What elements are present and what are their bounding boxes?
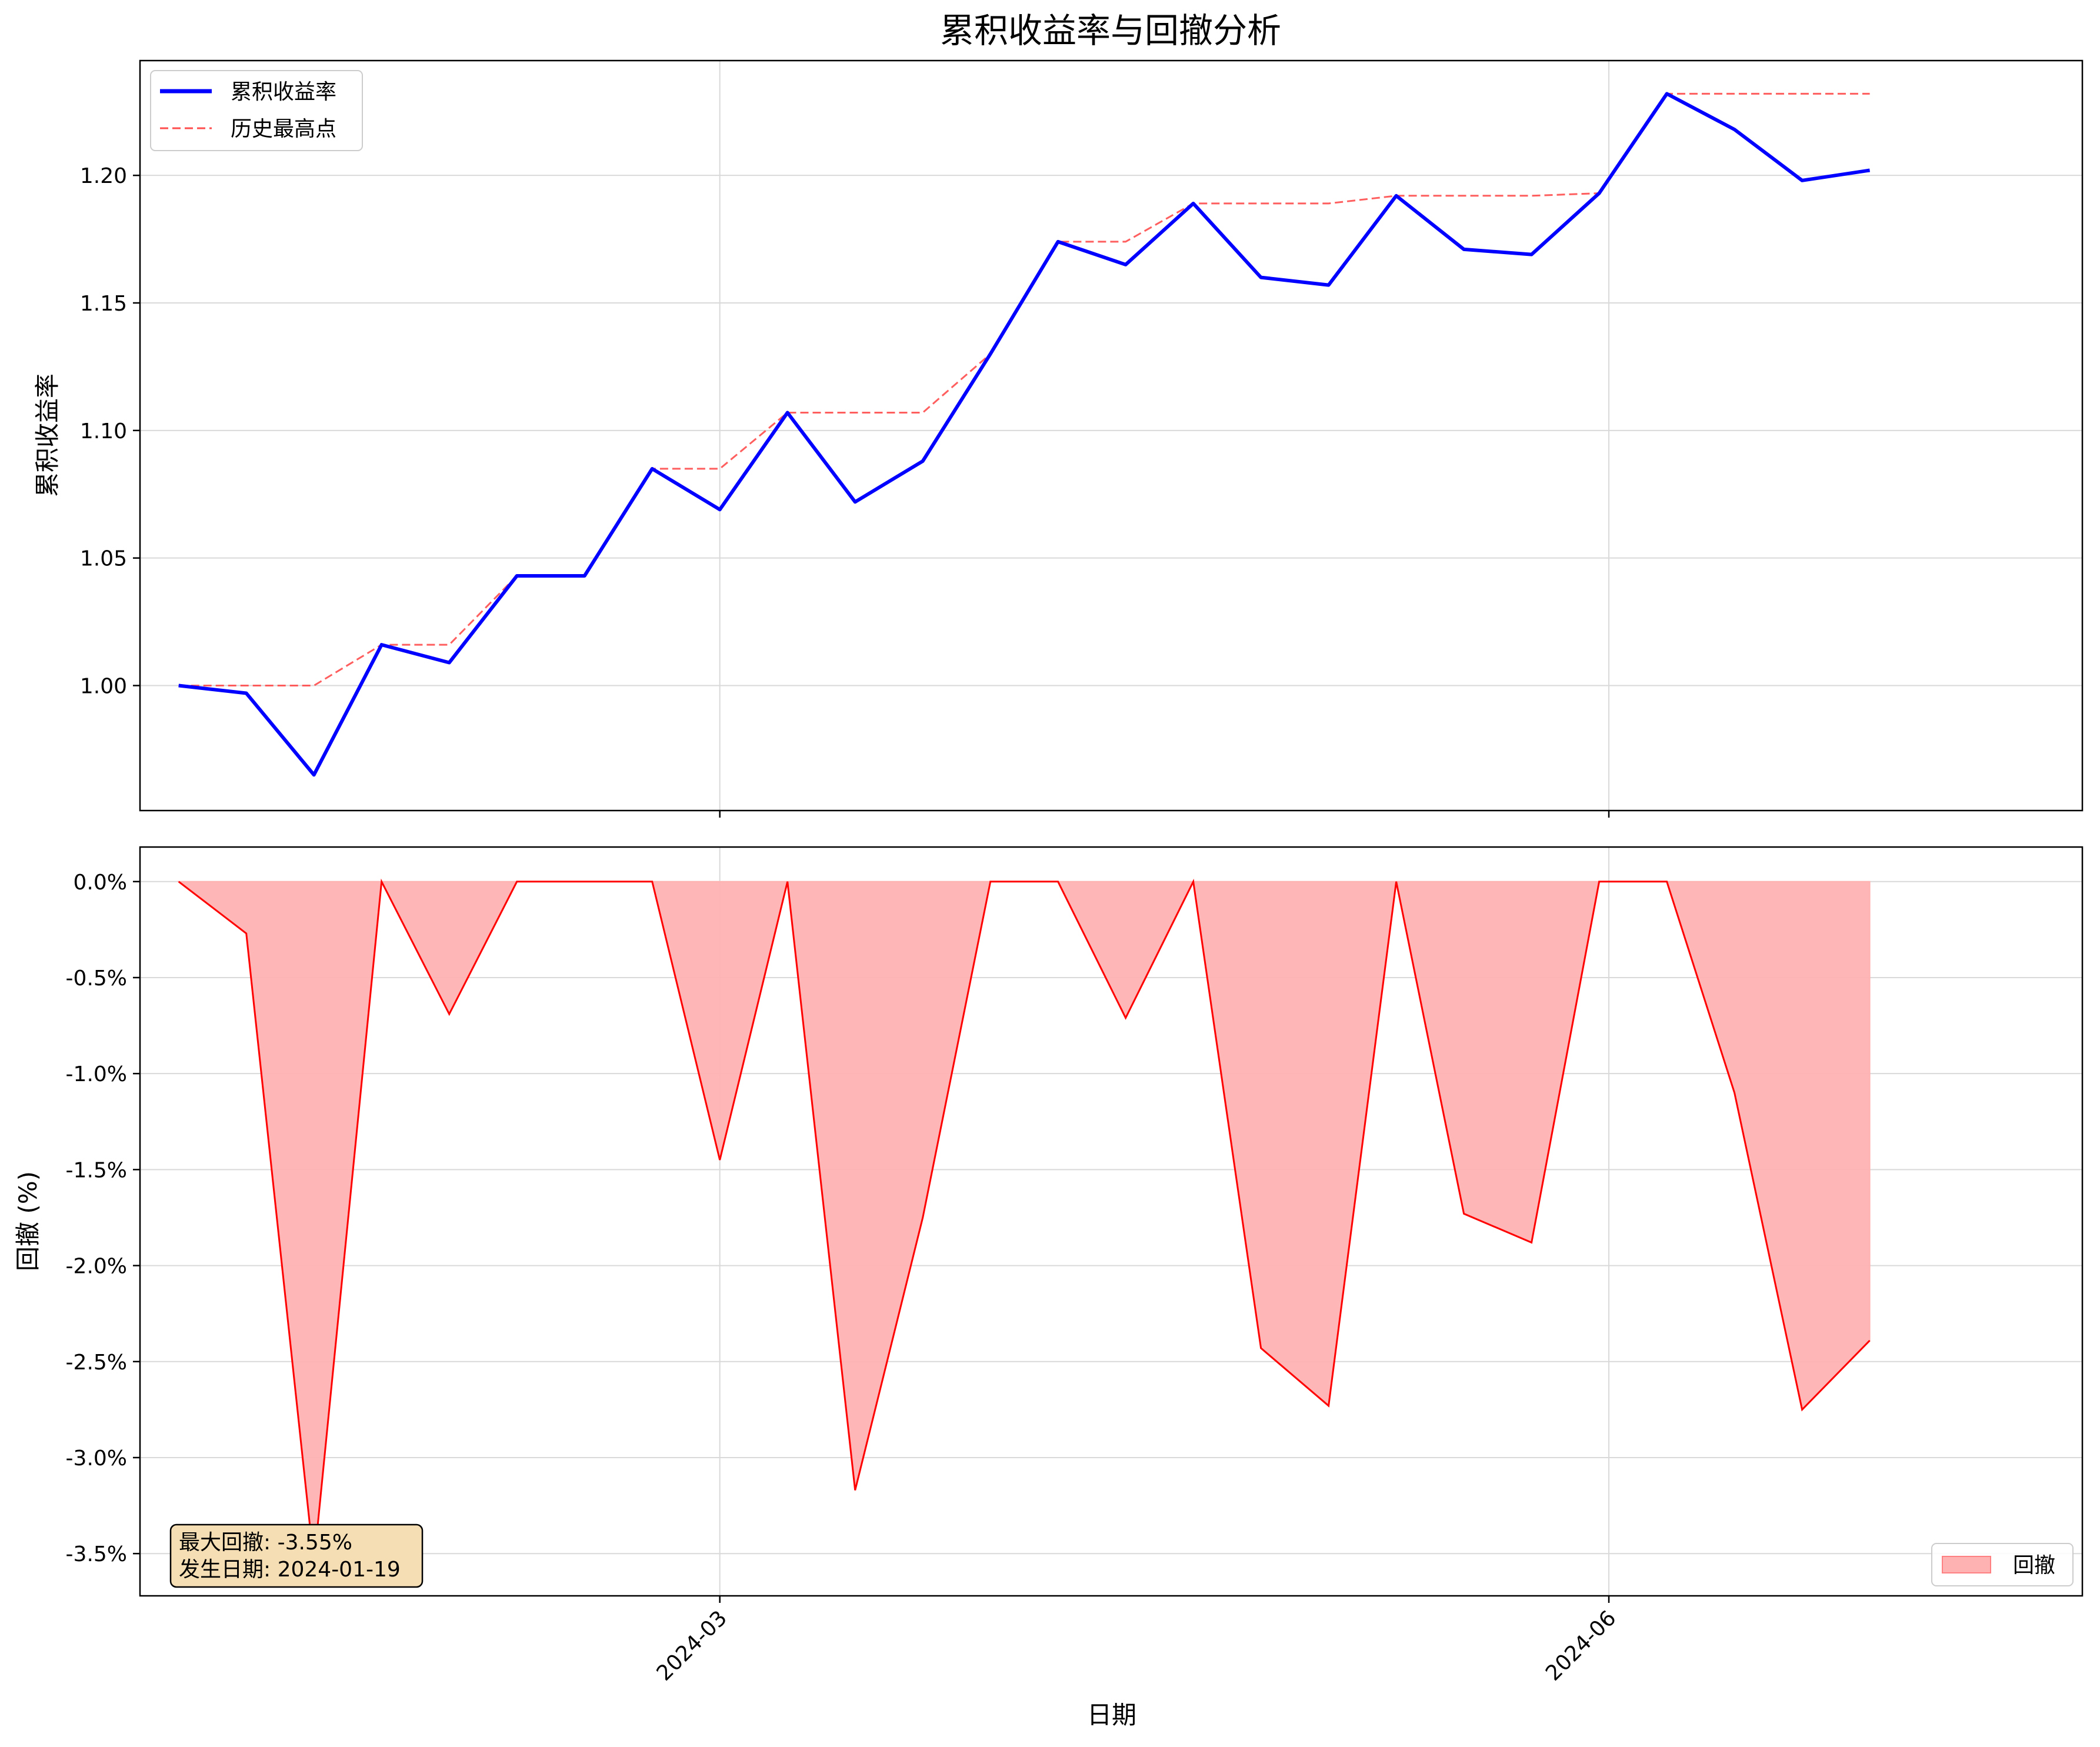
top-ytick-label: 1.15 bbox=[80, 292, 127, 316]
cumulative-return-line bbox=[178, 92, 1871, 777]
legend-label-peak: 历史最高点 bbox=[231, 117, 336, 141]
bottom-ytick-label: -0.5% bbox=[66, 966, 127, 991]
bottom-legend: 回撤 bbox=[1931, 1543, 2074, 1586]
bottom-series bbox=[176, 878, 1871, 1563]
bottom-x-ticks: 2024-03 2024-06 bbox=[652, 1596, 1621, 1686]
top-axes-frame bbox=[139, 59, 2084, 812]
bottom-axes-frame bbox=[139, 846, 2084, 1597]
annotation-date: 发生日期: 2024-01-19 bbox=[179, 1558, 401, 1582]
top-panel: 1.00 1.05 1.10 1.15 1.20 累积收益率 累积收益率 历史最高点 bbox=[33, 59, 2084, 818]
top-series bbox=[178, 92, 1871, 777]
top-ytick-label: 1.00 bbox=[80, 675, 127, 699]
x-axis-label: 日期 bbox=[1087, 1701, 1136, 1729]
bottom-ytick-label: -1.5% bbox=[66, 1158, 127, 1182]
chart-title: 累积收益率与回撤分析 bbox=[940, 11, 1281, 51]
max-drawdown-annotation: 最大回撤: -3.55% 发生日期: 2024-01-19 bbox=[169, 1523, 424, 1588]
annotation-box bbox=[169, 1523, 424, 1588]
bottom-y-axis-label: 回撤 (%) bbox=[14, 1171, 42, 1271]
bottom-ytick-label: -2.0% bbox=[66, 1255, 127, 1279]
annotation-max-drawdown: 最大回撤: -3.55% bbox=[179, 1531, 352, 1555]
top-grid bbox=[140, 61, 2082, 811]
top-legend: 累积收益率 历史最高点 bbox=[150, 70, 363, 151]
bottom-ytick-label: -3.0% bbox=[66, 1446, 127, 1471]
legend-swatch-drawdown bbox=[1942, 1556, 1991, 1573]
bottom-y-ticks: 0.0% -0.5% -1.0% -1.5% -2.0% -2.5% -3.0% -3.5% bbox=[66, 871, 140, 1566]
top-ytick-label: 1.10 bbox=[80, 419, 127, 444]
top-ytick-label: 1.20 bbox=[80, 164, 127, 188]
top-y-axis-label: 累积收益率 bbox=[33, 374, 62, 497]
bottom-ytick-label: 0.0% bbox=[74, 871, 127, 895]
legend-label-drawdown: 回撤 bbox=[2013, 1553, 2055, 1578]
bottom-xtick-label: 2024-06 bbox=[1541, 1606, 1621, 1685]
bottom-legend-box bbox=[1931, 1543, 2074, 1586]
top-x-ticks bbox=[719, 811, 1610, 818]
drawdown-line bbox=[178, 878, 1871, 1563]
bottom-ytick-label: -1.0% bbox=[66, 1062, 127, 1086]
bottom-ytick-label: -3.5% bbox=[66, 1542, 127, 1566]
top-ytick-label: 1.05 bbox=[80, 547, 127, 571]
bottom-ytick-label: -2.5% bbox=[66, 1351, 127, 1375]
bottom-panel: 0.0%-0.5%-1.0%-1.5%-2.0%-2.5%-3.0%-3.5% … bbox=[14, 846, 2084, 1729]
top-y-ticks: 1.00 1.05 1.10 1.15 1.20 bbox=[80, 164, 140, 699]
bottom-xtick-label: 2024-03 bbox=[652, 1606, 732, 1685]
legend-label-cumulative: 累积收益率 bbox=[231, 80, 336, 104]
